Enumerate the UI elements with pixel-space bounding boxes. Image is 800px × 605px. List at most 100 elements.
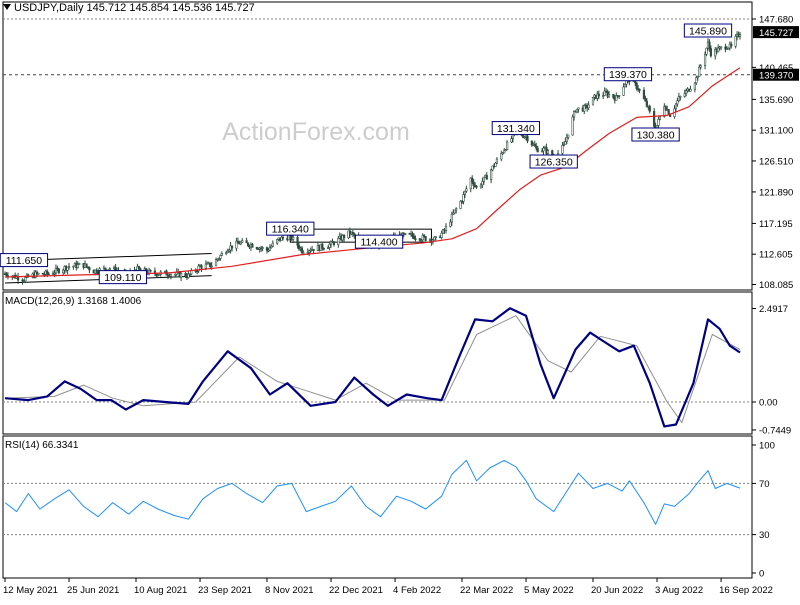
candle-body bbox=[306, 252, 309, 254]
annotation-box bbox=[266, 221, 315, 236]
candle-body bbox=[53, 272, 56, 275]
candle-body bbox=[296, 236, 299, 246]
y-tick-label: 70 bbox=[759, 479, 770, 490]
y-tick-label: 112.605 bbox=[759, 250, 793, 261]
candle-body bbox=[565, 136, 568, 142]
candle-body bbox=[475, 185, 478, 188]
candle-body bbox=[657, 118, 660, 126]
candle-body bbox=[241, 240, 244, 243]
x-tick-label: 12 May 2021 bbox=[3, 585, 58, 596]
candle-body bbox=[174, 273, 177, 276]
annotation-label: 126.350 bbox=[535, 157, 573, 169]
candle-body bbox=[188, 273, 191, 276]
candle-body bbox=[612, 94, 615, 98]
candle-body bbox=[607, 94, 611, 97]
candle-body bbox=[108, 268, 111, 271]
candle-body bbox=[727, 47, 730, 50]
candle-body bbox=[719, 46, 723, 49]
candle-body bbox=[699, 65, 702, 68]
symbol-line: USDJPY,Daily 145.712 145.854 145.536 145… bbox=[14, 2, 255, 14]
annotation-box bbox=[603, 67, 653, 82]
candle-body bbox=[481, 181, 484, 186]
moving-average-line bbox=[4, 67, 741, 278]
y-tick-label: 108.085 bbox=[759, 280, 793, 291]
candle-body bbox=[540, 150, 544, 153]
candle-body bbox=[41, 272, 44, 275]
candle-body bbox=[465, 188, 468, 192]
candle-body bbox=[734, 36, 737, 47]
candle-body bbox=[463, 190, 467, 195]
candle-body bbox=[337, 237, 340, 245]
candle-body bbox=[78, 263, 81, 265]
candle-body bbox=[281, 236, 285, 239]
candle-body bbox=[209, 262, 212, 267]
candle-body bbox=[255, 247, 258, 249]
candle-body bbox=[500, 153, 503, 160]
candle-body bbox=[501, 152, 504, 155]
candle-body bbox=[280, 236, 283, 241]
x-tick-label: 3 Aug 2022 bbox=[655, 585, 703, 596]
candle-body bbox=[34, 271, 37, 278]
candle-body bbox=[302, 252, 305, 254]
candle-body bbox=[312, 248, 315, 251]
candle-body bbox=[104, 267, 107, 271]
candle-body bbox=[491, 165, 494, 171]
pane-border-macd bbox=[2, 291, 753, 435]
candle-body bbox=[591, 97, 595, 106]
candle-body bbox=[623, 83, 627, 88]
candle-body bbox=[587, 104, 590, 109]
candle-body bbox=[571, 116, 574, 136]
candle-body bbox=[536, 147, 539, 153]
annotation-label: 130.380 bbox=[637, 130, 675, 142]
candle-body bbox=[717, 47, 720, 53]
candle-body bbox=[506, 141, 509, 151]
candle-body bbox=[67, 266, 71, 268]
candle-body bbox=[196, 270, 199, 273]
last-price-tag bbox=[753, 26, 799, 39]
candle-body bbox=[214, 259, 218, 267]
candle-body bbox=[246, 242, 250, 247]
candle-body bbox=[459, 200, 462, 209]
candle-body bbox=[137, 266, 141, 270]
candle-body bbox=[347, 230, 350, 239]
candle-body bbox=[210, 265, 213, 268]
candle-body bbox=[730, 43, 733, 47]
candle-body bbox=[664, 106, 667, 111]
price-pane: 147.680 140.465 135.690 131.100 126.510 121.8… bbox=[0, 15, 799, 291]
candle-body bbox=[533, 144, 536, 147]
candle-body bbox=[200, 265, 203, 269]
candle-body bbox=[236, 240, 239, 244]
candle-body bbox=[577, 107, 580, 110]
pane-border-price bbox=[2, 1, 753, 291]
candle-body bbox=[418, 238, 421, 241]
y-tick-label: 135.690 bbox=[759, 95, 793, 106]
annotation-label: 139.370 bbox=[609, 69, 647, 81]
candle-body bbox=[24, 277, 27, 282]
candle-body bbox=[450, 213, 453, 223]
candle-body bbox=[689, 88, 692, 92]
candle-body bbox=[674, 103, 678, 109]
candle-body bbox=[708, 41, 711, 49]
candle-body bbox=[526, 135, 529, 142]
annotation-label: 131.340 bbox=[497, 123, 535, 135]
candle-body bbox=[597, 93, 600, 97]
candle-body bbox=[72, 265, 75, 268]
candle-body bbox=[677, 96, 680, 102]
candle-body bbox=[482, 176, 485, 182]
candle-body bbox=[698, 66, 701, 77]
candle-body bbox=[423, 235, 426, 237]
candle-body bbox=[169, 274, 173, 277]
candle-body bbox=[228, 249, 231, 252]
candle-body bbox=[444, 226, 448, 231]
y-tick-label: 121.890 bbox=[759, 187, 793, 198]
candle-body bbox=[86, 266, 90, 269]
y-tick-label: 30 bbox=[759, 530, 770, 541]
rsi-label: RSI(14) 66.3341 bbox=[5, 440, 79, 451]
candle-body bbox=[43, 273, 46, 276]
candle-body bbox=[204, 263, 207, 269]
annotation-label: 114.400 bbox=[360, 237, 397, 249]
candle-body bbox=[622, 86, 625, 96]
candle-body bbox=[197, 265, 200, 272]
rsi-pane: 100 70 30 0 bbox=[3, 441, 775, 580]
annotation-box bbox=[354, 234, 404, 249]
